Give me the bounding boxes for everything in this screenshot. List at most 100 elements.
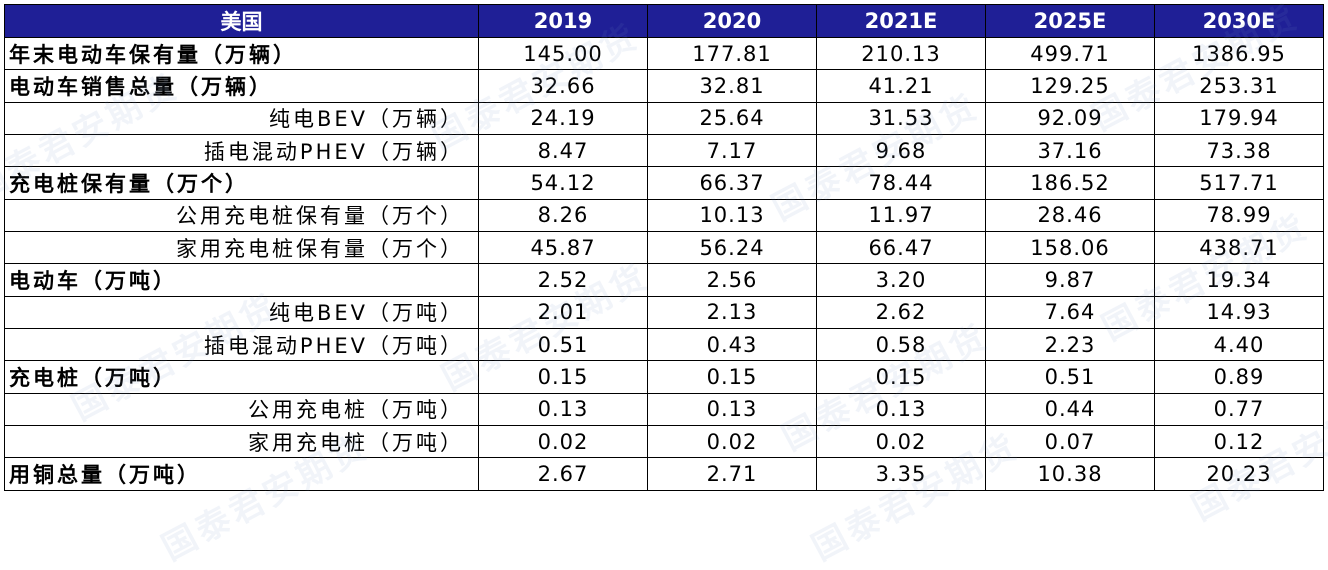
value-cell: 438.71 [1154,231,1324,265]
value-cell: 11.97 [816,198,986,233]
value-cell: 517.71 [1154,166,1324,200]
value-cell: 253.31 [1154,69,1324,103]
value-cell: 8.26 [478,198,648,233]
value-cell: 54.12 [478,166,648,200]
value-cell: 2.71 [647,457,817,491]
value-cell: 129.25 [985,69,1155,103]
value-cell: 0.13 [816,392,986,427]
table-row: 用铜总量（万吨） 2.67 2.71 3.35 10.38 20.23 [4,457,1324,491]
value-cell: 0.12 [1154,425,1324,459]
value-cell: 0.15 [478,360,648,394]
value-cell: 8.47 [478,134,648,168]
table-row: 纯电BEV（万辆） 24.19 25.64 31.53 92.09 179.94 [4,101,1324,136]
value-cell: 92.09 [985,101,1155,136]
row-label-sub: 家用充电桩保有量（万个） [4,231,479,265]
value-cell: 177.81 [647,36,817,71]
value-cell: 19.34 [1154,263,1324,297]
value-cell: 32.66 [478,69,648,103]
table-row: 公用充电桩保有量（万个） 8.26 10.13 11.97 28.46 78.99 [4,198,1324,233]
value-cell: 2.67 [478,457,648,491]
table-row: 电动车销售总量（万辆） 32.66 32.81 41.21 129.25 253.31 [4,69,1324,103]
table-body: 年末电动车保有量（万辆） 145.00 177.81 210.13 499.71 1386… [4,36,1324,491]
row-label-main: 年末电动车保有量（万辆） [4,36,479,71]
value-cell: 3.20 [816,263,986,297]
value-cell: 20.23 [1154,457,1324,491]
value-cell: 0.02 [647,425,817,459]
value-cell: 56.24 [647,231,817,265]
value-cell: 0.02 [816,425,986,459]
header-cell-year: 2021E [816,4,986,38]
header-cell-year: 2019 [478,4,648,38]
table-row: 充电桩（万吨） 0.15 0.15 0.15 0.51 0.89 [4,360,1324,394]
value-cell: 0.13 [647,392,817,427]
value-cell: 1386.95 [1154,36,1324,71]
value-cell: 78.44 [816,166,986,200]
table-row: 公用充电桩（万吨） 0.13 0.13 0.13 0.44 0.77 [4,392,1324,427]
value-cell: 66.47 [816,231,986,265]
value-cell: 78.99 [1154,198,1324,233]
value-cell: 24.19 [478,101,648,136]
value-cell: 2.23 [985,328,1155,362]
value-cell: 41.21 [816,69,986,103]
value-cell: 10.13 [647,198,817,233]
value-cell: 210.13 [816,36,986,71]
value-cell: 45.87 [478,231,648,265]
value-cell: 7.17 [647,134,817,168]
value-cell: 0.13 [478,392,648,427]
row-label-sub: 纯电BEV（万吨） [4,295,479,330]
value-cell: 28.46 [985,198,1155,233]
header-cell-year: 2030E [1154,4,1324,38]
value-cell: 145.00 [478,36,648,71]
value-cell: 14.93 [1154,295,1324,330]
row-label-sub: 家用充电桩（万吨） [4,425,479,459]
header-cell-region: 美国 [4,4,479,38]
value-cell: 10.38 [985,457,1155,491]
row-label-sub: 公用充电桩保有量（万个） [4,198,479,233]
data-table-container: 美国 2019 2020 2021E 2025E 2030E 年末电动车保有量（… [4,4,1324,506]
value-cell: 3.35 [816,457,986,491]
value-cell: 158.06 [985,231,1155,265]
value-cell: 7.64 [985,295,1155,330]
value-cell: 32.81 [647,69,817,103]
value-cell: 37.16 [985,134,1155,168]
table-row: 家用充电桩（万吨） 0.02 0.02 0.02 0.07 0.12 [4,425,1324,459]
value-cell: 31.53 [816,101,986,136]
row-label-main: 充电桩保有量（万个） [4,166,479,200]
table-row: 年末电动车保有量（万辆） 145.00 177.81 210.13 499.71 1386… [4,36,1324,71]
value-cell: 2.56 [647,263,817,297]
table-row: 家用充电桩保有量（万个） 45.87 56.24 66.47 158.06 438.71 [4,231,1324,265]
value-cell: 179.94 [1154,101,1324,136]
row-label-sub: 插电混动PHEV（万辆） [4,134,479,168]
value-cell: 0.15 [816,360,986,394]
row-label-sub: 插电混动PHEV（万吨） [4,328,479,362]
row-label-main: 充电桩（万吨） [4,360,479,394]
value-cell: 0.51 [985,360,1155,394]
value-cell: 0.02 [478,425,648,459]
value-cell: 2.13 [647,295,817,330]
value-cell: 4.40 [1154,328,1324,362]
value-cell: 499.71 [985,36,1155,71]
header-cell-year: 2020 [647,4,817,38]
row-label-sub: 纯电BEV（万辆） [4,101,479,136]
value-cell: 0.58 [816,328,986,362]
table-row: 插电混动PHEV（万辆） 8.47 7.17 9.68 37.16 73.38 [4,134,1324,168]
value-cell: 186.52 [985,166,1155,200]
value-cell: 0.43 [647,328,817,362]
value-cell: 0.77 [1154,392,1324,427]
value-cell: 9.68 [816,134,986,168]
value-cell: 0.89 [1154,360,1324,394]
header-row: 美国 2019 2020 2021E 2025E 2030E [4,4,1324,38]
value-cell: 73.38 [1154,134,1324,168]
table-row: 纯电BEV（万吨） 2.01 2.13 2.62 7.64 14.93 [4,295,1324,330]
value-cell: 66.37 [647,166,817,200]
value-cell: 0.07 [985,425,1155,459]
value-cell: 2.52 [478,263,648,297]
value-cell: 25.64 [647,101,817,136]
value-cell: 2.01 [478,295,648,330]
table-row: 插电混动PHEV（万吨） 0.51 0.43 0.58 2.23 4.40 [4,328,1324,362]
row-label-main: 用铜总量（万吨） [4,457,479,491]
header-cell-year: 2025E [985,4,1155,38]
value-cell: 0.44 [985,392,1155,427]
value-cell: 0.15 [647,360,817,394]
value-cell: 0.51 [478,328,648,362]
